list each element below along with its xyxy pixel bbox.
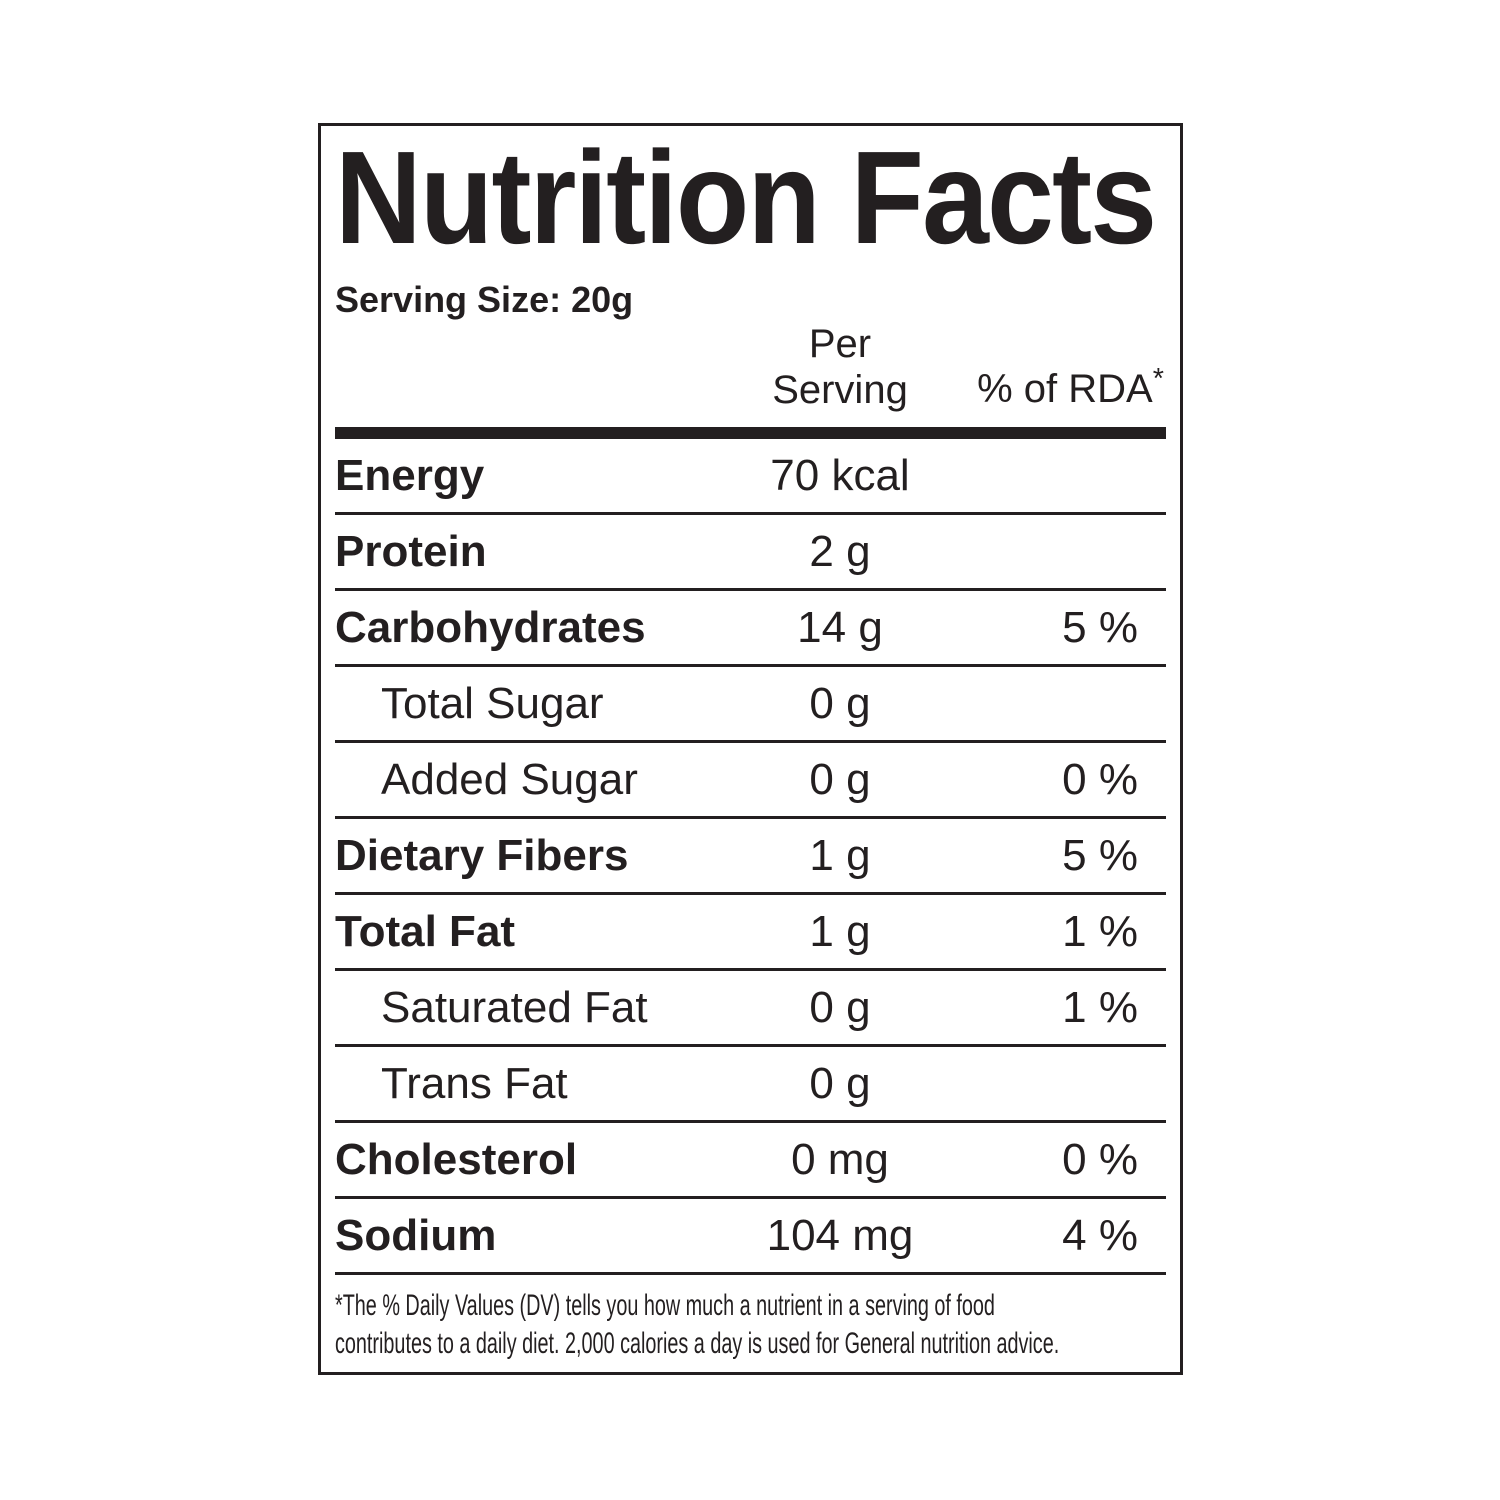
nutrient-name: Added Sugar — [381, 754, 638, 804]
rda-asterisk: * — [1152, 362, 1164, 395]
table-row: Saturated Fat 0 g 1 % — [335, 971, 1166, 1048]
footnote: *The % Daily Values (DV) tells you how m… — [335, 1275, 1166, 1362]
footnote-line: *The % Daily Values (DV) tells you how m… — [335, 1289, 995, 1323]
nutrient-value: 0 mg — [791, 1134, 889, 1184]
table-row: Protein 2 g — [335, 515, 1166, 592]
nutrient-rda: 1 % — [1062, 982, 1138, 1032]
nutrient-name: Trans Fat — [381, 1058, 568, 1108]
column-headers: Per Serving % of RDA* — [335, 321, 1166, 413]
nutrient-value: 1 g — [809, 830, 871, 880]
nutrient-value: 0 g — [809, 1058, 871, 1108]
table-row: Added Sugar 0 g 0 % — [335, 743, 1166, 820]
nutrient-rda: 5 % — [1062, 602, 1138, 652]
nutrient-rda: 0 % — [1062, 754, 1138, 804]
nutrient-rda: 0 % — [1062, 1134, 1138, 1184]
nutrient-name: Total Fat — [335, 906, 516, 956]
table-row: Trans Fat 0 g — [335, 1047, 1166, 1124]
table-row: Total Sugar 0 g — [335, 667, 1166, 744]
nutrient-table: Energy 70 kcal Protein 2 g Carbohydrates… — [335, 439, 1166, 1276]
table-row: Total Fat 1 g 1 % — [335, 895, 1166, 972]
table-row: Carbohydrates 14 g 5 % — [335, 591, 1166, 668]
nutrient-name: Saturated Fat — [381, 982, 648, 1032]
nutrient-value: 14 g — [797, 602, 883, 652]
table-row: Cholesterol 0 mg 0 % — [335, 1123, 1166, 1200]
nutrient-name: Dietary Fibers — [335, 830, 629, 880]
rda-header: % of RDA* — [975, 362, 1166, 413]
nutrient-name: Energy — [335, 450, 485, 500]
nutrient-name: Cholesterol — [335, 1134, 578, 1184]
table-row: Energy 70 kcal — [335, 439, 1166, 516]
nutrient-value: 0 g — [809, 754, 871, 804]
per-serving-header-line2: Serving — [772, 368, 908, 413]
footnote-line: contributes to a daily diet. 2,000 calor… — [335, 1326, 1060, 1360]
nutrition-label: Nutrition Facts Serving Size: 20g Per Se… — [318, 123, 1183, 1375]
nutrient-name: Total Sugar — [381, 678, 604, 728]
nutrient-name: Carbohydrates — [335, 602, 646, 652]
nutrient-value: 70 kcal — [770, 450, 910, 500]
label-title: Nutrition Facts — [335, 124, 1157, 271]
rda-header-text: % of RDA — [977, 367, 1153, 412]
nutrient-name: Protein — [335, 526, 487, 576]
nutrient-value: 1 g — [809, 906, 871, 956]
nutrient-value: 0 g — [809, 678, 871, 728]
nutrient-rda: 1 % — [1062, 906, 1138, 956]
header-divider — [335, 427, 1166, 440]
nutrient-rda: 5 % — [1062, 830, 1138, 880]
serving-size: Serving Size: 20g — [335, 279, 634, 320]
per-serving-header-line1: Per — [808, 322, 872, 367]
nutrient-value: 104 mg — [766, 1210, 914, 1260]
nutrient-value: 0 g — [809, 982, 871, 1032]
per-serving-header: Per Serving — [705, 321, 975, 413]
table-row: Sodium 104 mg 4 % — [335, 1199, 1166, 1276]
table-row: Dietary Fibers 1 g 5 % — [335, 819, 1166, 896]
nutrient-value: 2 g — [809, 526, 871, 576]
nutrient-name: Sodium — [335, 1210, 497, 1260]
nutrient-rda: 4 % — [1062, 1210, 1138, 1260]
